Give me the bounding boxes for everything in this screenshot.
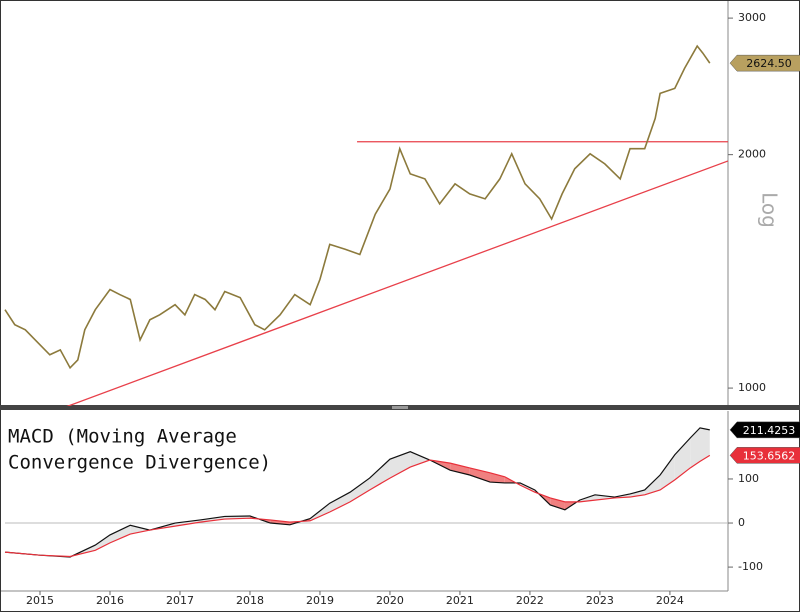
x-tick-label: 2018 xyxy=(236,594,264,607)
fill-band xyxy=(109,525,131,543)
last-value-badge xyxy=(729,54,800,72)
fill-band xyxy=(369,459,390,490)
fill-band xyxy=(490,472,505,483)
last-value-label: 211.4253 xyxy=(743,424,796,437)
last-value-badge xyxy=(729,447,800,464)
fill-band xyxy=(95,534,110,551)
fill-band xyxy=(644,475,661,495)
fill-band xyxy=(595,494,615,501)
fill-band xyxy=(469,467,491,483)
y-tick-label: -100 xyxy=(738,560,763,573)
last-value-label: 153.6562 xyxy=(743,449,796,462)
axes: 1000 2000 3000 2624.50 -100 0 100 2015 2016 2017 2… xyxy=(26,11,800,607)
trend-line xyxy=(66,160,728,406)
fill-band xyxy=(450,463,470,476)
price-plot xyxy=(4,44,728,406)
fill-band xyxy=(130,525,150,535)
x-tick-label: 2020 xyxy=(376,594,404,607)
y-tick-label: 3000 xyxy=(738,11,766,24)
y-axis-label: Log xyxy=(758,192,782,228)
fill-band xyxy=(660,454,675,490)
fill-band xyxy=(329,492,351,513)
macd-title: MACD (Moving Average xyxy=(8,426,237,448)
macd-title: Convergence Divergence) xyxy=(8,452,271,474)
last-value-label: 2624.50 xyxy=(746,57,792,70)
x-tick-label: 2022 xyxy=(516,594,544,607)
fill-band xyxy=(674,437,691,480)
x-tick-label: 2021 xyxy=(446,594,474,607)
x-tick-label: 2016 xyxy=(96,594,124,607)
y-tick-label: 0 xyxy=(738,516,745,529)
x-tick-label: 2023 xyxy=(586,594,614,607)
fill-band xyxy=(350,478,370,502)
x-tick-label: 2019 xyxy=(306,594,334,607)
fill-band xyxy=(270,519,290,525)
y-tick-label: 2000 xyxy=(738,148,766,161)
fill-band xyxy=(550,497,565,510)
x-tick-label: 2024 xyxy=(656,594,684,607)
divider-handle xyxy=(392,406,408,409)
fill-band xyxy=(410,451,430,468)
series-line xyxy=(4,44,711,370)
macd-plot xyxy=(4,427,728,558)
x-tick-label: 2015 xyxy=(26,594,54,607)
fill-band xyxy=(700,427,710,462)
x-tick-label: 2017 xyxy=(166,594,194,607)
y-tick-label: 1000 xyxy=(738,381,766,394)
last-value-badge xyxy=(729,421,800,439)
fill-band xyxy=(690,427,701,468)
y-tick-label: 100 xyxy=(738,472,759,485)
series-line xyxy=(4,454,711,558)
fill-band xyxy=(389,451,411,479)
